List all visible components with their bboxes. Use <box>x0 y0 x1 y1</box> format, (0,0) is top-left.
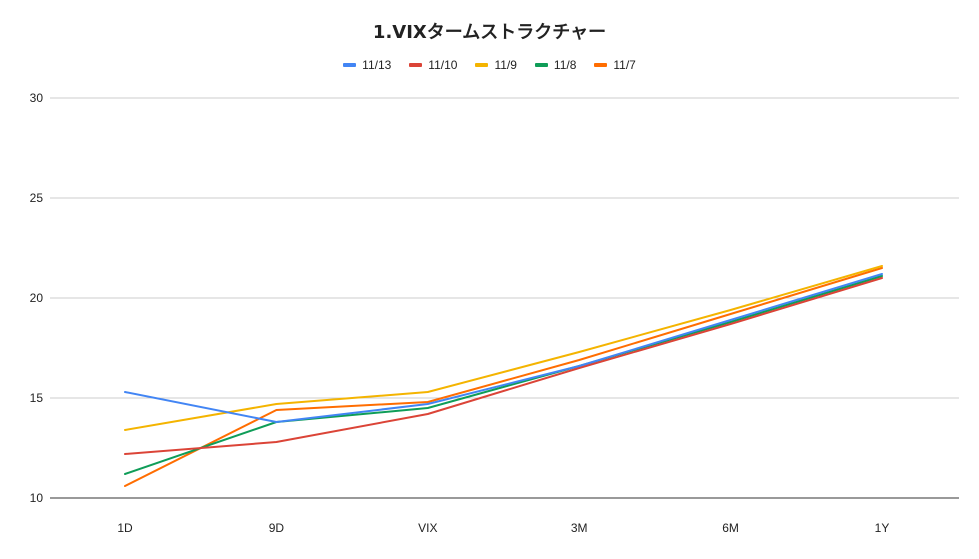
x-tick-label: 1Y <box>875 521 890 535</box>
legend-swatch <box>475 63 489 67</box>
y-tick-label: 15 <box>30 391 44 405</box>
y-tick-label: 10 <box>30 491 44 505</box>
legend-swatch <box>594 63 608 67</box>
series-line-11-9 <box>124 265 883 431</box>
legend-swatch <box>343 63 357 67</box>
x-tick-label: 6M <box>722 521 739 535</box>
x-tick-label: 3M <box>571 521 588 535</box>
legend-swatch <box>409 63 423 67</box>
legend-label: 11/7 <box>613 58 636 72</box>
chart-title: 1.VIXタームストラクチャー <box>372 22 607 43</box>
x-tick-label: 9D <box>269 521 285 535</box>
chart-legend: 11/13 11/10 11/9 11/8 11/7 <box>0 58 979 72</box>
legend-label: 11/10 <box>428 58 458 72</box>
legend-item: 11/9 <box>475 58 517 72</box>
legend-label: 11/8 <box>553 58 577 72</box>
legend-item: 11/8 <box>534 58 577 72</box>
y-tick-label: 30 <box>30 91 44 105</box>
x-tick-label: VIX <box>418 521 437 535</box>
legend-item: 11/13 <box>343 58 391 72</box>
legend-swatch <box>534 63 548 67</box>
y-tick-label: 20 <box>30 291 44 305</box>
series-line-11-10 <box>124 277 883 455</box>
legend-item: 11/10 <box>409 58 457 72</box>
legend-item: 11/7 <box>594 58 636 72</box>
series-line-11-8 <box>124 275 883 475</box>
legend-label: 11/9 <box>494 58 517 72</box>
series-line-11-7 <box>124 267 883 487</box>
x-tick-label: 1D <box>117 521 133 535</box>
series-line-11-13 <box>124 273 883 423</box>
legend-label: 11/13 <box>362 58 392 72</box>
y-tick-label: 25 <box>30 191 44 205</box>
